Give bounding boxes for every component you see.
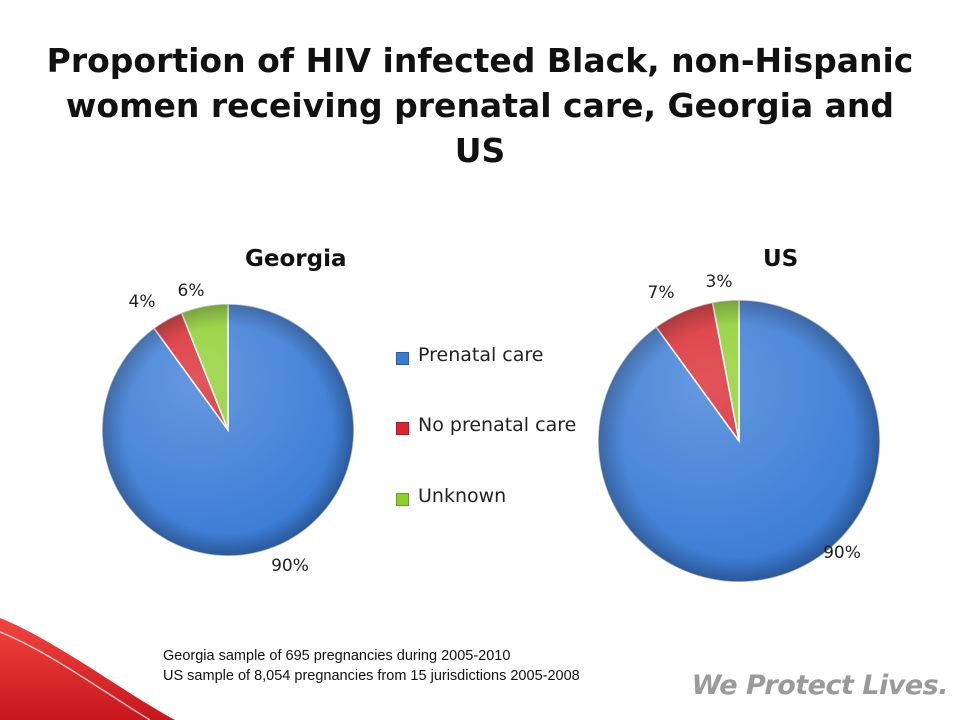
- footnote-georgia-sample: Georgia sample of 695 pregnancies during…: [163, 648, 511, 664]
- georgia-chart-title: Georgia: [245, 246, 347, 272]
- footnote-us-sample: US sample of 8,054 pregnancies from 15 j…: [163, 668, 580, 684]
- legend-swatch-prenatal-care: [396, 352, 409, 365]
- legend-swatch-no-prenatal-care: [396, 422, 409, 435]
- us-label-no-prenatal-care: 7%: [647, 283, 675, 303]
- georgia-label-no-prenatal-care: 4%: [128, 292, 156, 312]
- us-label-prenatal-care: 90%: [823, 543, 861, 563]
- georgia-label-unknown: 6%: [177, 281, 205, 301]
- legend-label-no-prenatal-care: No prenatal care: [418, 414, 577, 436]
- footnote: Georgia sample of 695 pregnancies during…: [163, 646, 580, 686]
- legend-label-unknown: Unknown: [418, 485, 507, 507]
- us-chart-title: US: [763, 246, 799, 272]
- slide-title: Proportion of HIV infected Black, non-Hi…: [46, 41, 914, 170]
- us-label-unknown: 3%: [705, 272, 733, 292]
- tagline-logo: We Protect Lives.: [691, 670, 949, 701]
- legend-swatch-unknown: [396, 493, 409, 506]
- legend-label-prenatal-care: Prenatal care: [418, 344, 544, 366]
- georgia-label-prenatal-care: 90%: [271, 556, 309, 576]
